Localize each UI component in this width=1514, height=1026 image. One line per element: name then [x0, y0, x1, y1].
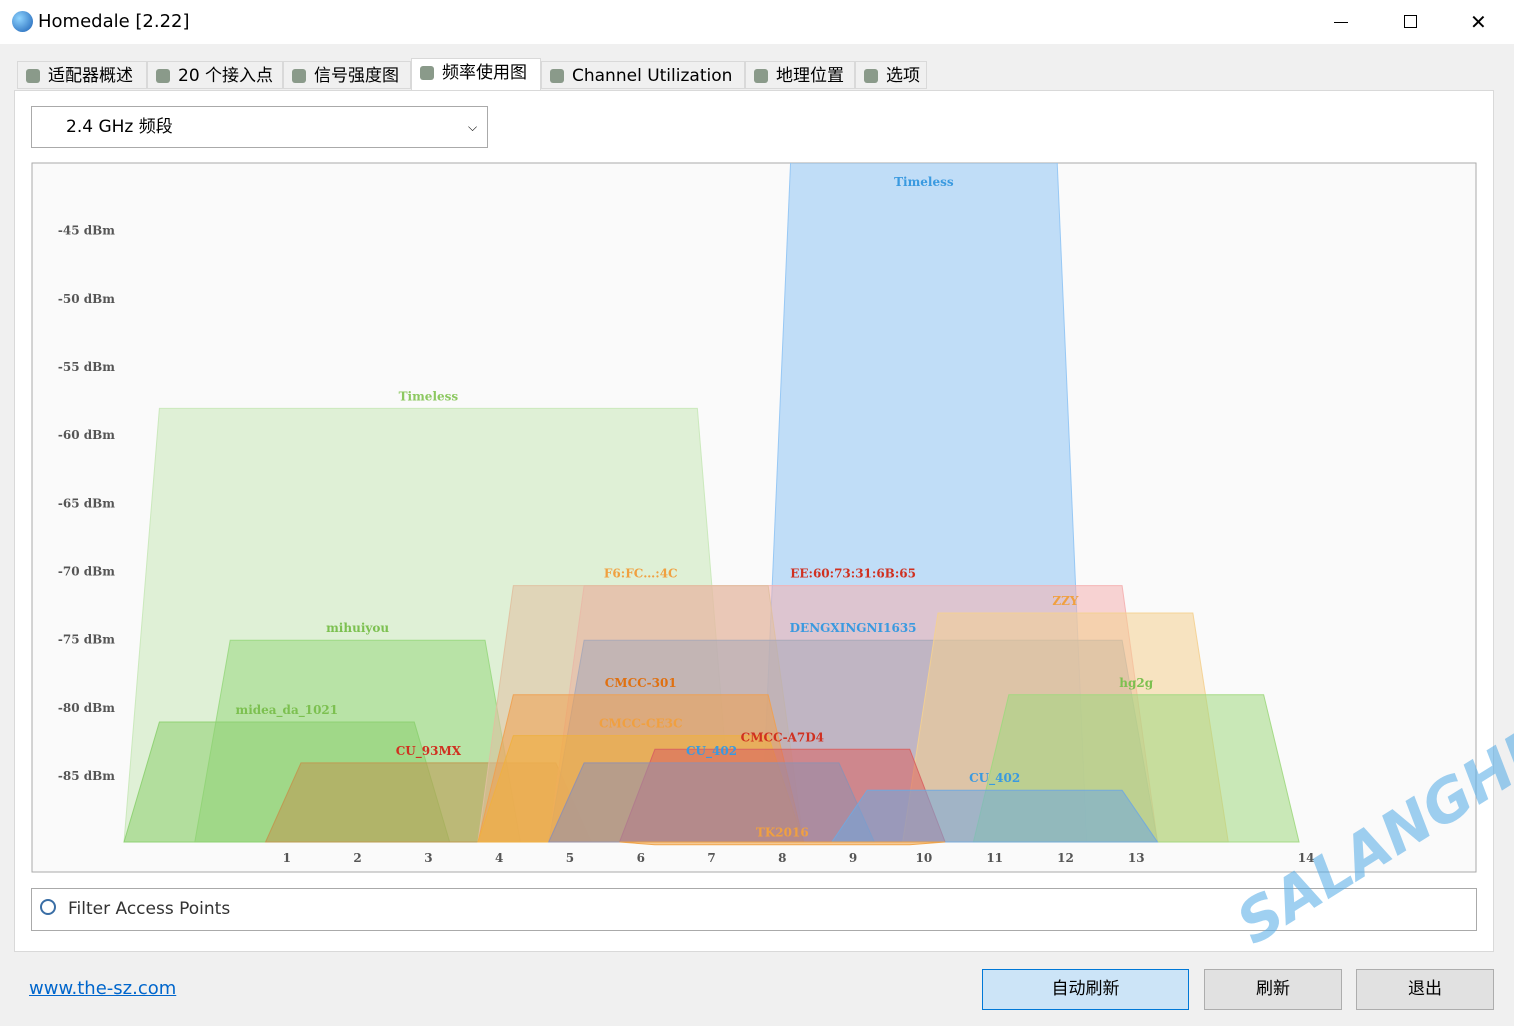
tab-label: 20 个接入点: [178, 66, 274, 86]
tab-label: 信号强度图: [314, 66, 399, 86]
x-tick-label: 2: [353, 851, 361, 865]
tab-label: 选项: [886, 66, 920, 86]
x-tick-label: 6: [637, 851, 645, 865]
tab-label: 适配器概述: [48, 66, 133, 86]
tab-icon: [550, 69, 564, 83]
filter-placeholder: Filter Access Points: [68, 899, 231, 919]
network-label: CMCC-A7D4: [741, 730, 824, 744]
network-label: Timeless: [399, 389, 459, 403]
tab-label: 频率使用图: [442, 63, 527, 83]
auto-refresh-button[interactable]: 自动刷新: [982, 969, 1189, 1010]
y-tick-label: -75 dBm: [58, 633, 115, 647]
network-band: [830, 789, 1159, 843]
network-label: mihuiyou: [326, 621, 389, 635]
tab[interactable]: 适配器概述: [17, 61, 147, 89]
refresh-button[interactable]: 刷新: [1204, 969, 1342, 1010]
x-tick-label: 10: [916, 851, 933, 865]
network-label: Timeless: [894, 175, 954, 189]
close-button[interactable]: ✕: [1470, 10, 1487, 34]
website-link[interactable]: www.the-sz.com: [29, 978, 177, 999]
x-tick-label: 12: [1057, 851, 1074, 865]
network-label: F6:FC…:4C: [604, 567, 678, 581]
y-tick-label: -70 dBm: [58, 565, 115, 579]
window-title: Homedale [2.22]: [38, 11, 190, 32]
network-label: CU_402: [686, 744, 737, 759]
network-label: CMCC-CE3C: [599, 717, 683, 731]
x-tick-label: 7: [707, 851, 715, 865]
search-icon: [40, 899, 56, 915]
x-tick-label: 13: [1128, 851, 1145, 865]
tab-icon: [754, 69, 768, 83]
network-label: hg2g: [1119, 676, 1153, 690]
x-tick-label: 3: [424, 851, 432, 865]
tab-icon: [156, 69, 170, 83]
dropdown-text: 2.4 GHz 频段: [66, 117, 173, 137]
tab-icon: [26, 69, 40, 83]
network-label: ZZY: [1052, 594, 1079, 608]
x-tick-label: 8: [778, 851, 786, 865]
network-label: CU_402: [969, 771, 1020, 786]
dropdown-arrow: ⌵: [468, 120, 478, 134]
tab[interactable]: 20 个接入点: [147, 61, 283, 89]
filter-input[interactable]: Filter Access Points: [31, 888, 1477, 931]
x-tick-label: 4: [495, 851, 503, 865]
network-label: CMCC-301: [605, 676, 677, 690]
network-label: TK2016: [756, 826, 809, 840]
tab-label: Channel Utilization: [572, 66, 733, 86]
tab[interactable]: Channel Utilization: [541, 61, 745, 89]
exit-button[interactable]: 退出: [1356, 969, 1494, 1010]
x-tick-label: 5: [566, 851, 574, 865]
tab-label: 地理位置: [776, 66, 844, 86]
network-band: [619, 841, 946, 846]
tab[interactable]: 信号强度图: [283, 61, 411, 89]
x-tick-label: 9: [849, 851, 857, 865]
network-label: CU_93MX: [396, 744, 462, 759]
y-tick-label: -65 dBm: [58, 496, 115, 510]
network-band: [547, 762, 876, 843]
y-tick-label: -60 dBm: [58, 428, 115, 442]
tab-icon: [864, 69, 878, 83]
y-tick-label: -55 dBm: [58, 360, 115, 374]
y-tick-label: -50 dBm: [58, 292, 115, 306]
maximize-button[interactable]: [1404, 15, 1417, 28]
x-tick-label: 11: [986, 851, 1003, 865]
app-icon: [12, 11, 33, 32]
y-tick-label: -85 dBm: [58, 769, 115, 783]
network-label: midea_da_1021: [236, 703, 339, 718]
network-label: DENGXINGNI1635: [790, 621, 917, 635]
minimize-button[interactable]: [1334, 22, 1348, 23]
x-tick-label: 1: [283, 851, 291, 865]
title-bar: Homedale [2.22] ✕: [0, 0, 1514, 44]
x-tick-label: 14: [1298, 851, 1315, 865]
y-tick-label: -45 dBm: [58, 224, 115, 238]
tab-icon: [292, 69, 306, 83]
tab[interactable]: 频率使用图: [411, 58, 541, 90]
y-tick-label: -80 dBm: [58, 701, 115, 715]
network-label: EE:60:73:31:6B:65: [790, 567, 916, 581]
tab[interactable]: 选项: [855, 61, 927, 89]
band-dropdown[interactable]: 2.4 GHz 频段 ⌵: [31, 106, 488, 148]
tab-icon: [420, 66, 434, 80]
tab[interactable]: 地理位置: [745, 61, 855, 89]
